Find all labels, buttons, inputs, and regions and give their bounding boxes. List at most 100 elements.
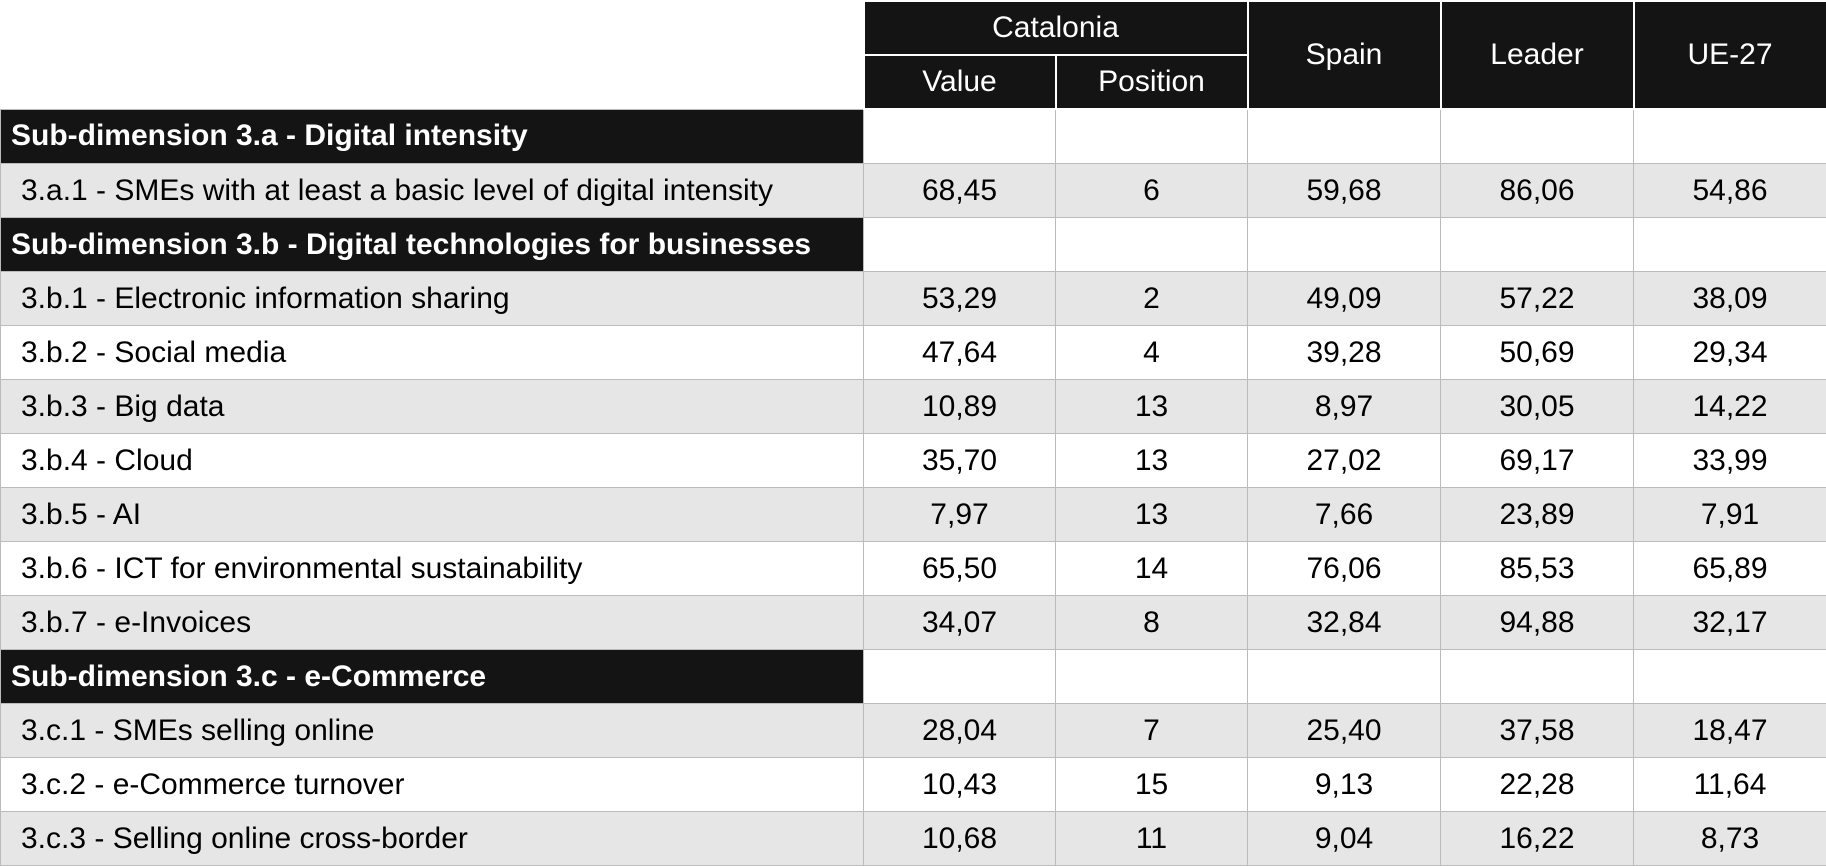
value-cell: 53,29 <box>864 272 1056 326</box>
value-cell: 6 <box>1056 164 1248 218</box>
value-cell: 85,53 <box>1441 542 1634 596</box>
empty-cell <box>1056 650 1248 704</box>
column-header: Leader <box>1441 1 1634 109</box>
section-row: Sub-dimension 3.c - e-Commerce <box>1 650 1826 704</box>
value-cell: 14,22 <box>1634 380 1826 434</box>
empty-cell <box>864 109 1056 164</box>
row-label: 3.b.2 - Social media <box>1 326 864 380</box>
value-cell: 11,64 <box>1634 758 1826 812</box>
empty-cell <box>1056 109 1248 164</box>
value-cell: 18,47 <box>1634 704 1826 758</box>
value-cell: 8 <box>1056 596 1248 650</box>
value-cell: 33,99 <box>1634 434 1826 488</box>
value-cell: 2 <box>1056 272 1248 326</box>
row-label: 3.b.4 - Cloud <box>1 434 864 488</box>
value-cell: 7,97 <box>864 488 1056 542</box>
value-cell: 39,28 <box>1248 326 1441 380</box>
data-row: 3.a.1 - SMEs with at least a basic level… <box>1 164 1826 218</box>
empty-cell <box>1056 218 1248 272</box>
value-cell: 13 <box>1056 488 1248 542</box>
section-row: Sub-dimension 3.a - Digital intensity <box>1 109 1826 164</box>
section-row: Sub-dimension 3.b - Digital technologies… <box>1 218 1826 272</box>
value-cell: 9,04 <box>1248 812 1441 866</box>
value-cell: 86,06 <box>1441 164 1634 218</box>
empty-cell <box>1634 650 1826 704</box>
value-cell: 69,17 <box>1441 434 1634 488</box>
value-cell: 13 <box>1056 434 1248 488</box>
row-label: 3.c.3 - Selling online cross-border <box>1 812 864 866</box>
group-header: Catalonia <box>864 1 1248 55</box>
value-cell: 49,09 <box>1248 272 1441 326</box>
value-cell: 32,84 <box>1248 596 1441 650</box>
section-title: Sub-dimension 3.c - e-Commerce <box>1 650 864 704</box>
table-header: Catalonia Spain Leader UE-27 Value Posit… <box>1 1 1826 109</box>
column-header: UE-27 <box>1634 1 1826 109</box>
value-cell: 7,66 <box>1248 488 1441 542</box>
empty-cell <box>1248 109 1441 164</box>
empty-cell <box>1441 109 1634 164</box>
row-label: 3.a.1 - SMEs with at least a basic level… <box>1 164 864 218</box>
empty-cell <box>1441 218 1634 272</box>
empty-cell <box>864 650 1056 704</box>
section-title: Sub-dimension 3.b - Digital technologies… <box>1 218 864 272</box>
value-cell: 34,07 <box>864 596 1056 650</box>
row-label: 3.b.3 - Big data <box>1 380 864 434</box>
empty-cell <box>1634 218 1826 272</box>
value-cell: 10,89 <box>864 380 1056 434</box>
row-label: 3.b.7 - e-Invoices <box>1 596 864 650</box>
value-cell: 7 <box>1056 704 1248 758</box>
value-cell: 32,17 <box>1634 596 1826 650</box>
blank-cell <box>1 1 864 109</box>
value-cell: 27,02 <box>1248 434 1441 488</box>
value-cell: 4 <box>1056 326 1248 380</box>
value-cell: 13 <box>1056 380 1248 434</box>
value-cell: 7,91 <box>1634 488 1826 542</box>
empty-cell <box>1441 650 1634 704</box>
value-cell: 59,68 <box>1248 164 1441 218</box>
value-cell: 54,86 <box>1634 164 1826 218</box>
value-cell: 29,34 <box>1634 326 1826 380</box>
row-label: 3.b.6 - ICT for environmental sustainabi… <box>1 542 864 596</box>
value-cell: 47,64 <box>864 326 1056 380</box>
value-cell: 94,88 <box>1441 596 1634 650</box>
value-cell: 57,22 <box>1441 272 1634 326</box>
value-cell: 22,28 <box>1441 758 1634 812</box>
value-cell: 30,05 <box>1441 380 1634 434</box>
column-header: Position <box>1056 55 1248 109</box>
value-cell: 65,89 <box>1634 542 1826 596</box>
section-title: Sub-dimension 3.a - Digital intensity <box>1 109 864 164</box>
value-cell: 50,69 <box>1441 326 1634 380</box>
row-label: 3.c.2 - e-Commerce turnover <box>1 758 864 812</box>
value-cell: 35,70 <box>864 434 1056 488</box>
value-cell: 11 <box>1056 812 1248 866</box>
empty-cell <box>1634 109 1826 164</box>
value-cell: 8,97 <box>1248 380 1441 434</box>
row-label: 3.b.1 - Electronic information sharing <box>1 272 864 326</box>
empty-cell <box>864 218 1056 272</box>
row-label: 3.c.1 - SMEs selling online <box>1 704 864 758</box>
value-cell: 8,73 <box>1634 812 1826 866</box>
value-cell: 15 <box>1056 758 1248 812</box>
value-cell: 23,89 <box>1441 488 1634 542</box>
row-label: 3.b.5 - AI <box>1 488 864 542</box>
data-row: 3.b.6 - ICT for environmental sustainabi… <box>1 542 1826 596</box>
value-cell: 37,58 <box>1441 704 1634 758</box>
value-cell: 14 <box>1056 542 1248 596</box>
value-cell: 10,68 <box>864 812 1056 866</box>
value-cell: 28,04 <box>864 704 1056 758</box>
value-cell: 68,45 <box>864 164 1056 218</box>
value-cell: 65,50 <box>864 542 1056 596</box>
empty-cell <box>1248 218 1441 272</box>
